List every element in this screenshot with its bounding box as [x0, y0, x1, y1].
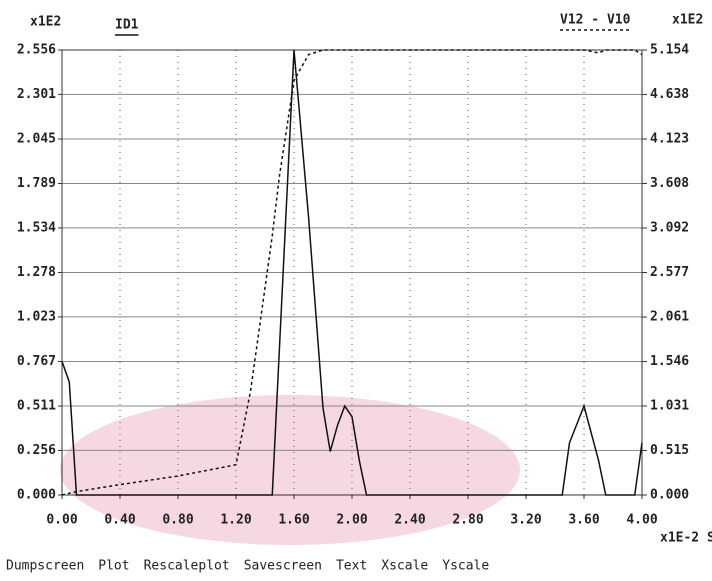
- y2-tick-label: 0.000: [650, 488, 689, 503]
- y2-tick-label: 1.546: [650, 354, 689, 369]
- menu-item[interactable]: Plot: [98, 559, 129, 574]
- y-tick-label: 1.789: [17, 176, 56, 191]
- x-tick-label: 0.00: [46, 513, 77, 528]
- y2-tick-label: 3.092: [650, 221, 689, 236]
- y2-axis-unit: x1E2: [672, 13, 703, 28]
- y2-tick-label: 3.608: [650, 176, 689, 191]
- x-axis-label: x1E-2 Sec: [660, 531, 712, 546]
- y-tick-label: 1.278: [17, 265, 56, 280]
- page: {"chart_data": {"type": "line", "xlabel"…: [0, 0, 712, 581]
- menu-item[interactable]: Dumpscreen: [6, 559, 84, 574]
- menu-item[interactable]: Savescreen: [244, 559, 322, 574]
- y-axis-unit: x1E2: [30, 15, 61, 30]
- x-tick-label: 3.60: [568, 513, 599, 528]
- y-tick-label: 0.256: [17, 443, 56, 458]
- y-tick-label: 0.767: [17, 354, 56, 369]
- y-tick-label: 0.000: [17, 488, 56, 503]
- x-tick-label: 1.20: [220, 513, 251, 528]
- x-tick-label: 0.40: [104, 513, 135, 528]
- menu-bar: Dumpscreen Plot Rescaleplot Savescreen Text X…: [6, 559, 489, 574]
- x-tick-label: 0.80: [162, 513, 193, 528]
- menu-item[interactable]: Text: [336, 559, 367, 574]
- menu-item[interactable]: Yscale: [442, 559, 489, 574]
- y2-tick-label: 2.061: [650, 310, 689, 325]
- y-tick-label: 2.301: [17, 87, 56, 102]
- y-tick-label: 1.023: [17, 309, 56, 324]
- y2-tick-label: 4.123: [650, 132, 689, 147]
- legend-label: ID1: [115, 18, 139, 33]
- x-tick-label: 4.00: [626, 513, 657, 528]
- x-tick-label: 2.40: [394, 513, 425, 528]
- y-tick-label: 0.511: [17, 399, 56, 414]
- y2-tick-label: 4.638: [650, 87, 689, 102]
- y2-tick-label: 1.031: [650, 398, 689, 413]
- y-tick-label: 2.556: [17, 43, 56, 58]
- y2-tick-label: 5.154: [650, 43, 689, 58]
- chart: x1E2 x1E2 x1E-2 Sec Dumpscreen Plot Rescal…: [0, 0, 712, 581]
- y-tick-label: 2.045: [17, 131, 56, 146]
- x-tick-label: 1.60: [278, 513, 309, 528]
- menu-item[interactable]: Rescaleplot: [144, 559, 230, 574]
- y2-tick-label: 2.577: [650, 265, 689, 280]
- x-tick-label: 2.00: [336, 513, 367, 528]
- x-tick-label: 2.80: [452, 513, 483, 528]
- y-tick-label: 1.534: [17, 220, 56, 235]
- y2-tick-label: 0.515: [650, 443, 689, 458]
- legend-label: V12 - V10: [560, 13, 631, 28]
- x-tick-label: 3.20: [510, 513, 541, 528]
- menu-item[interactable]: Xscale: [381, 559, 428, 574]
